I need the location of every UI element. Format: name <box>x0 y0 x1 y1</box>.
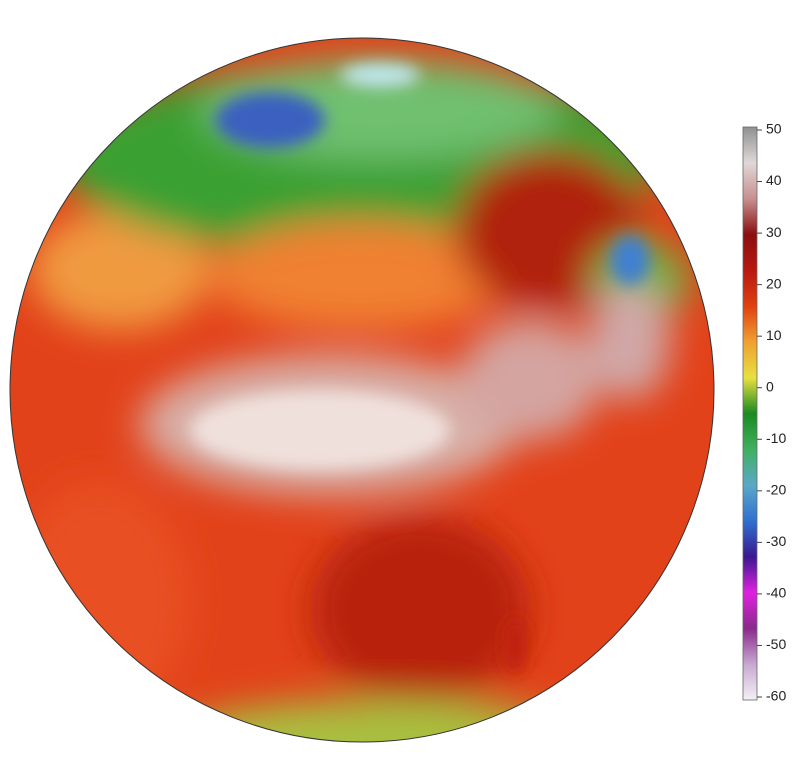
colorbar-tick-label: 30 <box>766 224 782 240</box>
globe <box>10 38 714 742</box>
colorbar-tick-label: 20 <box>766 275 782 291</box>
colorbar-tick-label: 0 <box>766 378 774 394</box>
colorbar-tick-label: 10 <box>766 327 782 343</box>
colorbar-tick-label: -20 <box>766 482 786 498</box>
colorbar <box>742 126 758 701</box>
colorbar-tick-label: -60 <box>766 688 786 704</box>
colorbar-tick-label: -10 <box>766 430 786 446</box>
globe-outline <box>9 37 715 743</box>
colorbar-tick-label: 40 <box>766 172 782 188</box>
colorbar-tick-label: -30 <box>766 533 786 549</box>
colorbar-tick-label: 50 <box>766 121 782 137</box>
colorbar-tick-label: -50 <box>766 636 786 652</box>
colorbar-ticks: 50 40 30 20 10 0 -10 -20 -30 -40 -50 -60 <box>757 121 786 704</box>
colorbar-tick-label: -40 <box>766 585 786 601</box>
